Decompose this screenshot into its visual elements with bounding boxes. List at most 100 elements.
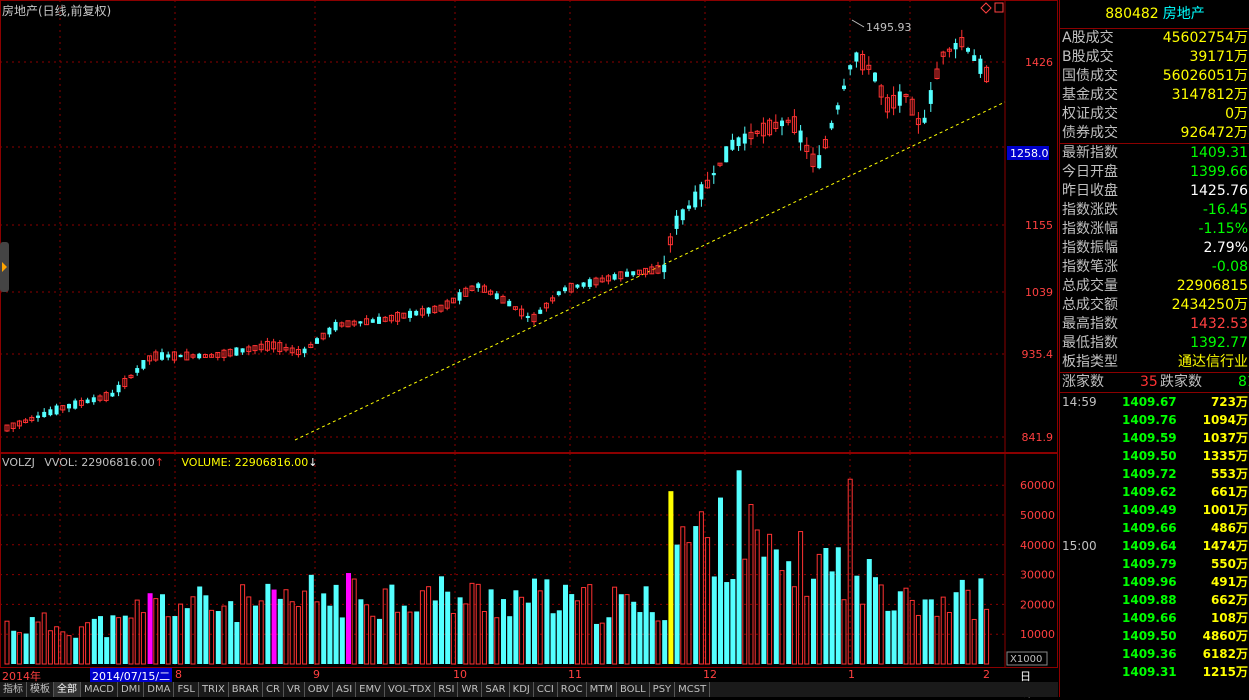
x-axis-month: 9 [313,668,320,681]
index-row: 指数涨跌 -16.45 [1060,201,1249,220]
tick-volume: 1335万 [1202,449,1248,463]
volume-bar [891,610,897,664]
trade-row: B股成交 39171万 [1060,48,1249,67]
volume-bar [693,526,699,664]
volume-bar [773,549,779,664]
candlestick-chart[interactable]: 1426 1258.0 1155 1039 935.4 841.9 1495.93 804.2… [0,0,1058,453]
indicator-tab-obv[interactable]: OBV [305,682,333,697]
volume-bar [674,544,680,664]
volume-bar [85,622,91,665]
indicator-tab-macd[interactable]: MACD [81,682,118,697]
indicator-tab-kdj[interactable]: KDJ [510,682,534,697]
indicator-tab-psy[interactable]: PSY [650,682,676,697]
indicator-tab-bar: 指标 模板 全部 MACD DMI DMA FSL TRIX BRAR CR VR OBV ASI EMV… [0,682,1058,697]
candle-up [432,305,438,314]
volume-bar [302,590,308,665]
volume-bar [761,556,767,664]
candle-up [283,346,289,351]
candle-down [302,348,307,354]
indicator-tab-boll[interactable]: BOLL [617,682,650,697]
indicator-tab-cci[interactable]: CCI [534,682,558,697]
volume-bar [885,610,891,664]
candle-down [817,155,822,169]
x-axis: 2014年 2014/07/15/二 8 9 10 11 12 1 2 [0,668,1058,684]
volume-bar [283,589,289,665]
volume-bar [209,609,215,665]
volume-bar [946,611,952,665]
candle-up [16,420,22,427]
indicator-tab-roc[interactable]: ROC [558,682,587,697]
indicator-tab-vol-tdx[interactable]: VOL-TDX [385,682,436,697]
indicator-tab-sar[interactable]: SAR [482,682,510,697]
volume-chart[interactable]: 60000 50000 40000 30000 20000 10000 X1000 [0,453,1058,668]
index-row-value: -16.45 [1202,202,1248,218]
volume-bar [705,537,711,665]
volume-bar [463,603,469,665]
volume-bar [41,612,47,665]
volume-bar [537,590,543,665]
indicator-tab-mcst[interactable]: MCST [675,682,711,697]
candle-down [476,283,481,288]
volume-bar [73,637,79,664]
volume-bar [940,596,946,665]
volume-bar [897,591,903,664]
candle-down [370,319,375,323]
volume-bar [680,526,686,665]
volume-bar [686,542,692,665]
volume-bar [358,599,364,664]
candle-up [866,64,872,70]
indicator-tab-asi[interactable]: ASI [333,682,357,697]
indicator-tab-rsi[interactable]: RSI [435,682,459,697]
volume-bar [228,601,234,664]
candle-up [264,340,270,351]
indicator-tab-emv[interactable]: EMV [356,682,385,697]
candle-up [171,351,177,361]
candle-down [693,191,698,208]
indicator-tab-dmi[interactable]: DMI [118,682,145,697]
candle-up [636,269,642,275]
vol-axis-label: 60000 [1020,479,1055,492]
volume-bar [903,587,909,665]
volume-bar [258,600,264,665]
indicator-tab-fsl[interactable]: FSL [174,682,199,697]
volume-value: VOLUME: 22906816.00 [181,456,309,469]
tick-list[interactable]: 14:59 1409.67 723万 1409.76 1094万 1409.59 1037万… [1060,393,1249,681]
candle-down [780,120,784,127]
trade-row-label: 国债成交 [1062,68,1118,84]
trade-row: A股成交 45602754万 [1060,29,1249,48]
indicator-tab-wr[interactable]: WR [458,682,483,697]
candle-up [618,271,624,280]
indicator-tab-dma[interactable]: DMA [144,682,175,697]
indicator-tab-brar[interactable]: BRAR [229,682,263,697]
index-row: 总成交量 22906815 [1060,277,1249,296]
volume-bar [190,596,196,665]
indicator-tab-mtm[interactable]: MTM [587,682,617,697]
vvol-arrow-icon: ↑ [154,456,164,469]
x-axis-month: 10 [453,668,467,681]
indicator-tab-vr[interactable]: VR [284,682,305,697]
candle-down [625,271,629,277]
x-axis-month: 8 [175,668,182,681]
indicator-tab-指标[interactable]: 指标 [0,682,27,697]
candle-down [166,354,171,358]
diamond-icon [980,2,992,14]
volume-bar [457,597,463,664]
volume-bar [271,589,277,664]
vol-indicator-name: VOLZJ [2,456,35,469]
indicator-tab-trix[interactable]: TRIX [199,682,229,697]
tick-time: 15:00 [1062,539,1097,553]
candle-down [829,122,834,129]
candle-down [897,91,902,106]
candle-down [842,85,846,90]
candle-down [730,139,735,150]
indicator-tab-全部[interactable]: 全部 [54,682,81,697]
indicator-tab-cr[interactable]: CR [263,682,284,697]
volume-bar [649,612,655,664]
volume-bar [631,601,637,664]
updown-row: 涨家数 35 跌家数 81 [1060,373,1249,392]
volume-bar [847,478,853,665]
volume-bar [532,578,537,664]
indicator-tab-模板[interactable]: 模板 [27,682,54,697]
volume-bar [47,630,53,665]
volume-bar [643,586,649,664]
